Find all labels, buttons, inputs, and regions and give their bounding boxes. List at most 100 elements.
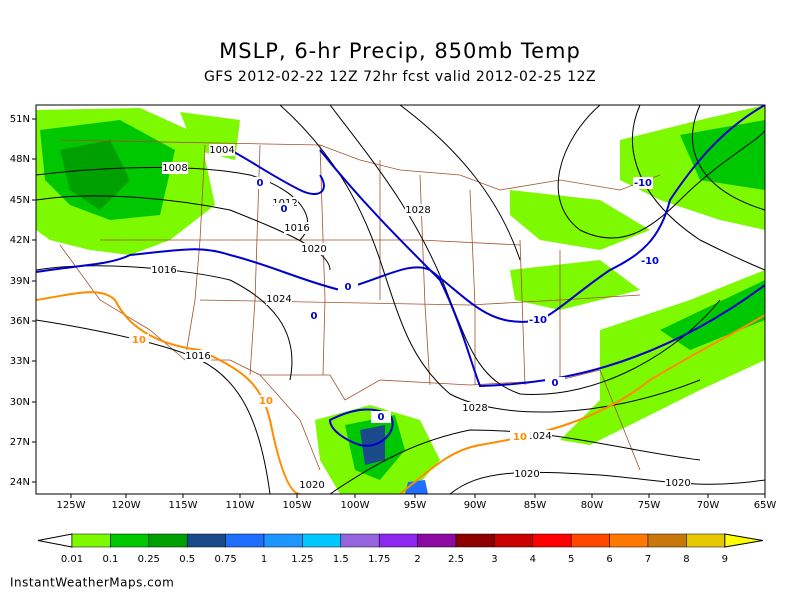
colorbar-label: 0.1	[102, 554, 118, 565]
colorbar-label: 3	[491, 554, 497, 565]
precip	[36, 105, 765, 494]
colorbar-segment	[71, 533, 111, 548]
label-bg	[266, 293, 292, 305]
lon-label: 90W	[464, 500, 487, 511]
lon-label: 115W	[169, 500, 198, 511]
label-bg	[284, 222, 310, 234]
label-bg	[304, 310, 324, 322]
colorbar-segment	[647, 533, 687, 548]
map-frame	[35, 104, 766, 495]
colorbar-label: 1.5	[333, 554, 349, 565]
lon-label: 65W	[754, 500, 777, 511]
footer: InstantWeatherMaps.com	[10, 576, 174, 590]
label-bg	[256, 395, 276, 407]
lat-label: 24N	[10, 477, 30, 488]
lon-label: 125W	[57, 500, 86, 511]
isobar-label: 1016	[151, 265, 176, 276]
lon-label: 100W	[341, 500, 370, 511]
map-area: 1004100810121016102010161024101610281028…	[36, 105, 765, 494]
label-bg	[640, 255, 660, 267]
lon-label: 120W	[112, 500, 141, 511]
colorbar-label: 7	[645, 554, 651, 565]
label-bg	[274, 203, 294, 215]
temp-label: 0	[378, 412, 385, 423]
isobar-label: 1008	[162, 163, 187, 174]
colorbar-segment	[494, 533, 534, 548]
label-bg	[510, 431, 530, 443]
colorbar-segment	[378, 533, 418, 548]
label-bg	[129, 334, 149, 346]
lon-label: 80W	[581, 500, 604, 511]
lat-label: 30N	[10, 397, 30, 408]
colorbar-segment	[263, 533, 303, 548]
label-bg	[209, 144, 235, 156]
isobar-label: 1004	[209, 145, 234, 156]
temp-label: 10	[513, 432, 527, 443]
colorbar-segment	[455, 533, 495, 548]
label-bg	[528, 314, 548, 326]
label-bg	[514, 468, 540, 480]
lon-label: 105W	[283, 500, 312, 511]
colorbar-label: 1.25	[291, 554, 313, 565]
colorbar-label: 5	[568, 554, 574, 565]
lat-label: 51N	[10, 114, 30, 125]
isobar-label: 1028	[462, 403, 487, 414]
isobar-label: 1016	[185, 351, 210, 362]
label-bg	[185, 350, 211, 362]
label-bg	[250, 177, 270, 189]
colorbar-segment	[110, 533, 150, 548]
lat-label: 33N	[10, 356, 30, 367]
label-bg	[665, 477, 691, 489]
temp-label: 0	[311, 311, 318, 322]
isobar-label: 1016	[284, 223, 309, 234]
axes: 51N 48N 45N 42N 39N 36N 33N 30N 27N 24N 125W 120W 11…	[10, 114, 777, 511]
temp-label: -10	[634, 178, 652, 189]
temp-label: -10	[529, 315, 547, 326]
label-bg	[405, 204, 431, 216]
isobar-label: 1020	[299, 480, 324, 491]
colorbar-segment	[340, 533, 380, 548]
lat-label: 45N	[10, 195, 30, 206]
label-bg	[633, 177, 653, 189]
label-bg	[299, 479, 325, 491]
colorbar-label: 4	[530, 554, 536, 565]
colorbar-label: 0.5	[179, 554, 195, 565]
colorbar-over	[724, 533, 763, 548]
temp-label: -10	[641, 256, 659, 267]
lon-label: 110W	[226, 500, 255, 511]
label-bg	[545, 377, 565, 389]
colorbar-segment	[417, 533, 457, 548]
colorbar-under	[37, 533, 73, 548]
colorbar-label: 0.75	[214, 554, 236, 565]
contour-labels: 1004100810121016102010161024101610281028…	[129, 144, 691, 491]
isobar-label: 1020	[514, 469, 539, 480]
isobar-label: 1020	[665, 478, 690, 489]
temp-label: 0	[281, 204, 288, 215]
colorbar-segment	[225, 533, 265, 548]
lat-label: 36N	[10, 316, 30, 327]
colorbar-segment	[148, 533, 188, 548]
lat-label: 48N	[10, 154, 30, 165]
colorbar-label: 0.25	[138, 554, 160, 565]
lat-label: 27N	[10, 437, 30, 448]
lat-label: 39N	[10, 276, 30, 287]
colorbar-segment	[686, 533, 726, 548]
lon-label: 75W	[638, 500, 661, 511]
temp-label: 0	[345, 282, 352, 293]
label-bg	[462, 402, 488, 414]
label-bg	[338, 281, 358, 293]
colorbar-label: 1.75	[368, 554, 390, 565]
lat-label: 42N	[10, 235, 30, 246]
colorbar-label: 9	[722, 554, 728, 565]
temp-label: 0	[257, 178, 264, 189]
label-bg	[526, 430, 552, 442]
colorbar-segment	[302, 533, 342, 548]
label-bg	[162, 162, 188, 174]
isobar-label: 1024	[266, 294, 291, 305]
colorbar-label: 6	[606, 554, 612, 565]
temp-label: 0	[552, 378, 559, 389]
lon-label: 70W	[697, 500, 720, 511]
label-bg	[371, 411, 391, 423]
colorbar: 0.01 0.1 0.25 0.5 0.75 1 1.25 1.5 1.75 2 2.5 3 4 5 6 7 8…	[37, 533, 763, 565]
